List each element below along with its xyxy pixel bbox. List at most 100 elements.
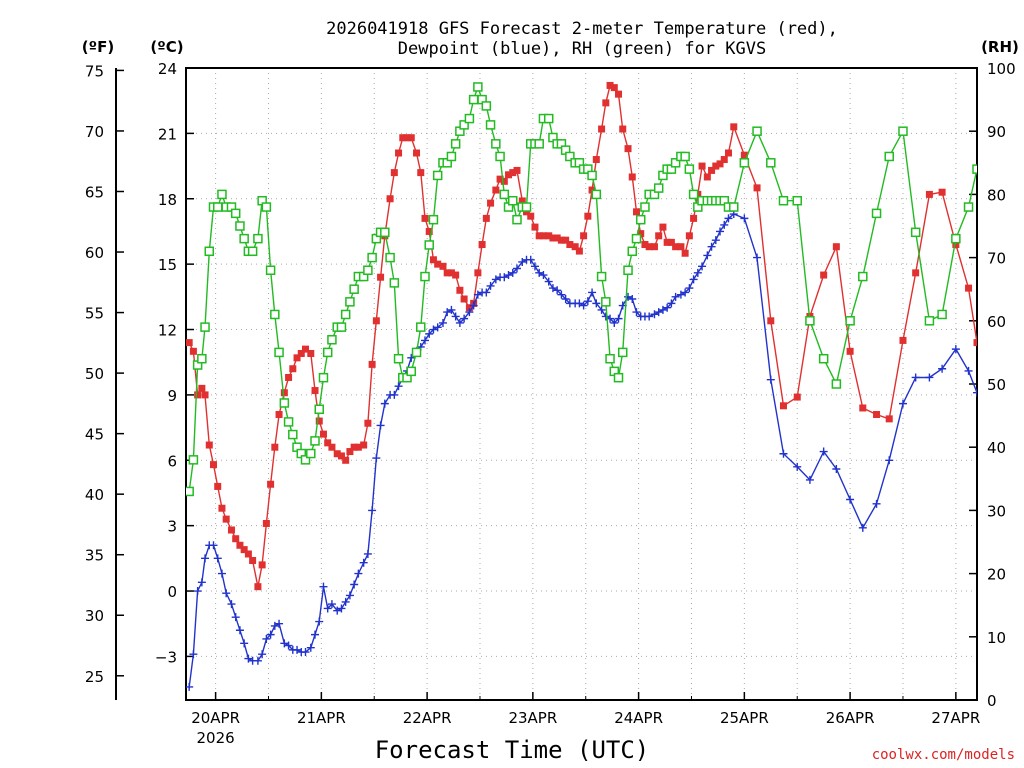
dewpoint-point (455, 318, 464, 327)
dewpoint-point (766, 375, 775, 384)
dewpoint-point (720, 220, 729, 229)
dewpoint-point (544, 277, 553, 286)
axes: 757065605550454035302524211815129630−310… (85, 60, 1016, 747)
fahrenheit-tick-label: 60 (85, 244, 104, 262)
dewpoint-point (535, 268, 544, 277)
celsius-tick-label: 6 (167, 452, 177, 470)
x-tick-label: 20APR (191, 709, 240, 727)
dewpoint-point (911, 373, 920, 382)
temperature-point (324, 439, 332, 447)
x-axis-label: Forecast Time (UTC) (375, 736, 650, 764)
fahrenheit-tick-label: 75 (85, 62, 104, 80)
dewpoint-point (270, 621, 279, 630)
rh-tick-label: 80 (987, 186, 1006, 204)
x-tick-label: 26APR (826, 709, 875, 727)
temperature-point (708, 166, 716, 174)
dewpoint-point (624, 292, 633, 301)
rh-point (495, 151, 505, 162)
temperature-point (500, 177, 508, 185)
temperature-point (740, 151, 748, 159)
dewpoint-point (698, 262, 707, 271)
rh-tick-label: 10 (987, 629, 1006, 647)
rh-point (363, 265, 373, 275)
celsius-tick-label: 15 (158, 256, 177, 274)
temperature-point (779, 402, 787, 410)
rh-tick-label: 100 (987, 60, 1016, 78)
temperature-point (952, 241, 960, 249)
temperature-point (262, 519, 270, 527)
temperature-point (873, 411, 881, 419)
temperature-point (240, 546, 248, 554)
rh-point (420, 271, 430, 282)
dewpoint-point (376, 421, 385, 430)
rh-point (684, 164, 695, 174)
temperature-point (523, 208, 531, 216)
dewpoint-point (575, 299, 584, 308)
temperature-point (346, 448, 354, 456)
dewpoint-point (964, 366, 973, 375)
rh-point (898, 126, 908, 136)
temperature-point (311, 387, 319, 395)
dewpoint-point (266, 630, 275, 639)
temperature-point (619, 125, 627, 133)
rh-point (468, 94, 479, 105)
rh-point (596, 271, 607, 282)
rh-point (729, 202, 739, 212)
dewpoint-point (614, 314, 623, 323)
temperature-point (244, 550, 252, 558)
temperature-point (492, 186, 500, 194)
temperature-point (337, 452, 345, 460)
dewpoint-point (368, 506, 377, 515)
dewpoint-point (658, 305, 667, 314)
dewpoint-point (231, 613, 240, 622)
temperature-point (925, 190, 933, 198)
rh-unit-label: (RH) (981, 38, 1019, 56)
temperature-point (598, 125, 606, 133)
dewpoint-point (258, 650, 267, 659)
temperature-point (319, 430, 327, 438)
temperature-point (703, 173, 711, 181)
rh-point (924, 316, 935, 326)
rh-point (653, 183, 664, 193)
dewpoint-point (333, 606, 342, 615)
dewpoint-point (227, 600, 236, 609)
temperature-point (368, 360, 376, 368)
rh-point (380, 227, 390, 238)
dewpoint-point (486, 281, 495, 290)
temperature-point (667, 238, 675, 246)
temperature-point (285, 373, 293, 381)
temperature-point (584, 212, 592, 220)
temperature-point (602, 99, 610, 107)
series-group (186, 81, 977, 691)
rh-point (739, 158, 750, 168)
rh-point (464, 113, 475, 124)
temperature-point (545, 232, 553, 240)
celsius-tick-label: 18 (158, 191, 177, 209)
dewpoint-point (832, 464, 841, 473)
dewpoint-point (244, 654, 253, 663)
dewpoint-point (327, 600, 336, 609)
temperature-point (580, 232, 588, 240)
dewpoint-point (885, 456, 894, 465)
dewpoint-point (539, 271, 548, 280)
dewpoint-point (284, 641, 293, 650)
rh-point (473, 82, 483, 92)
temperature-point (912, 269, 920, 277)
dewpoint-point (319, 582, 328, 591)
dewpoint-point (703, 251, 712, 260)
rh-point (635, 214, 646, 225)
rh-point (972, 164, 977, 174)
dewpoint-point (350, 580, 359, 589)
temperature-point (372, 317, 380, 325)
chart-title-line-1: 2026041918 GFS Forecast 2-meter Temperat… (326, 19, 838, 39)
rh-tick-label: 60 (987, 313, 1006, 331)
temperature-point (315, 417, 323, 425)
temperature-point (641, 241, 649, 249)
temperature-point (650, 243, 658, 251)
dewpoint-point (390, 390, 399, 399)
temperature-point (478, 241, 486, 249)
temperature-point (553, 234, 561, 242)
rh-tick-label: 40 (987, 439, 1006, 457)
temperature-point (606, 81, 614, 89)
rh-point (367, 252, 377, 263)
